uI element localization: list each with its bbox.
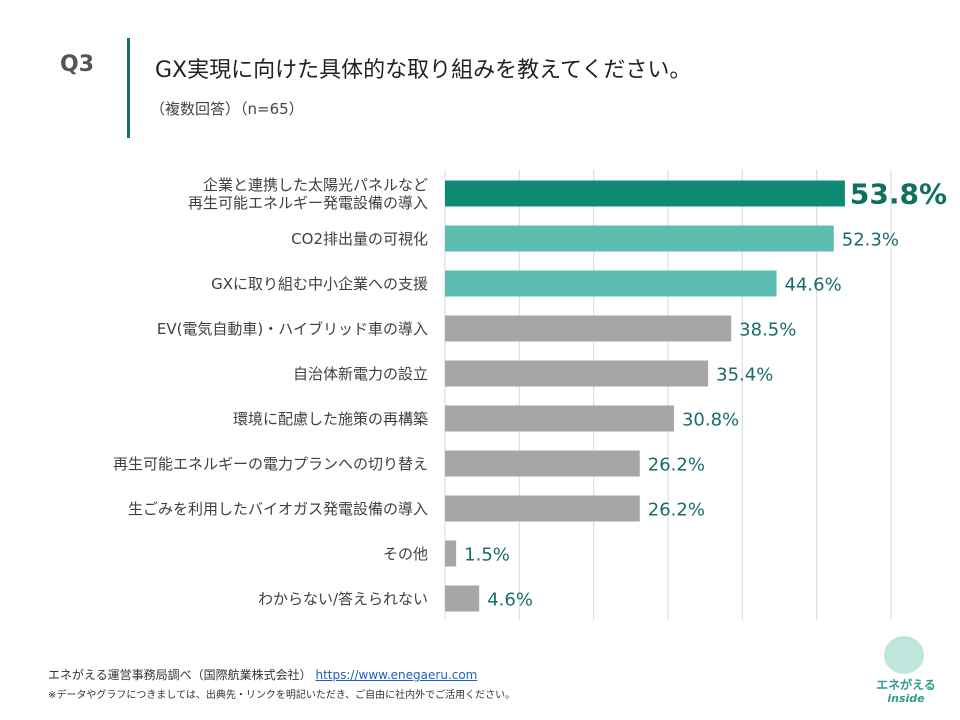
value-label: 26.2% [648,500,705,521]
bar [445,270,777,297]
value-label: 38.5% [739,320,796,341]
bar [445,360,709,387]
bar [445,225,834,252]
bar [445,540,457,567]
value-label: 35.4% [716,365,773,386]
divider [127,38,130,138]
category-label: 再生可能エネルギーの電力プランへの切り替え [112,454,428,473]
bar [445,450,640,477]
category-label: CO2排出量の可視化 [291,229,428,248]
bar [445,315,732,342]
value-label: 26.2% [648,455,705,476]
category-label: 生ごみを利用したバイオガス発電設備の導入 [127,499,428,518]
category-label: わからない/答えられない [257,589,428,608]
value-label: 53.8% [850,178,947,211]
category-label: 環境に配慮した施策の再構築 [232,409,428,428]
question-number: Q3 [60,52,95,77]
chart-subtitle: （複数回答）（n=65） [150,100,304,118]
category-label: GXに取り組む中小企業への支援 [211,274,428,293]
value-label: 44.6% [785,275,842,296]
source: エネがえる運営事務局調べ（国際航業株式会社） [48,668,312,682]
logo-tagline: inside [887,692,925,705]
logo-icon [884,636,924,674]
value-label: 30.8% [682,410,739,431]
category-label: その他 [382,544,428,563]
chart-title: GX実現に向けた具体的な取り組みを教えてください。 [155,58,692,83]
logo-name: エネがえる [876,678,936,692]
value-label: 52.3% [842,230,899,251]
category-label: EV(電気自動車)・ハイブリッド車の導入 [156,319,428,338]
bar [445,405,674,432]
value-label: 1.5% [464,545,510,566]
value-label: 4.6% [487,590,533,611]
bar [445,585,480,612]
footer-note: ※データやグラフにつきましては、出典先・リンクを明記いただき、ご自由に社内外でご… [48,690,516,701]
footer-source: エネがえる運営事務局調べ（国際航業株式会社） https://www.enega… [48,666,477,683]
category-label: 自治体新電力の設立 [292,364,428,383]
bar [445,495,640,522]
category-label: 企業と連携した太陽光パネルなど 再生可能エネルギー発電設備の導入 [187,175,428,212]
bar [445,180,845,207]
source-link[interactable]: https://www.enegaeru.com [315,668,478,682]
